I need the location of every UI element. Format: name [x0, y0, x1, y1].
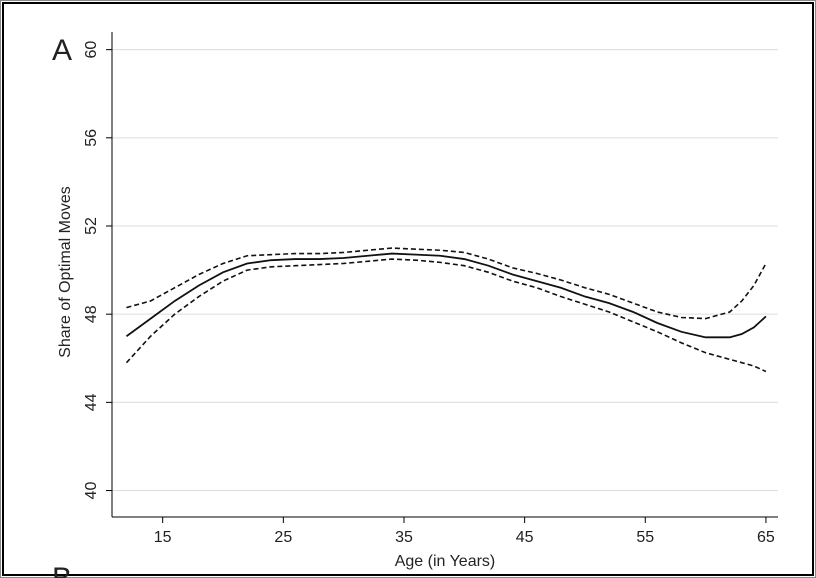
next-panel-label: B	[52, 562, 72, 578]
y-tick-label: 40	[83, 482, 100, 500]
y-tick-label: 48	[83, 305, 100, 323]
panel-label: A	[52, 34, 72, 67]
x-tick-label: 45	[516, 529, 534, 546]
x-tick-label: 35	[395, 529, 413, 546]
y-axis-label: Share of Optimal Moves	[57, 186, 74, 358]
mean-line	[125, 252, 767, 339]
confidence-line	[126, 247, 767, 320]
y-tick-label: 44	[83, 393, 100, 411]
x-tick-label: 15	[154, 529, 172, 546]
x-axis-label: Age (in Years)	[395, 553, 496, 570]
confidence-line	[125, 258, 767, 373]
y-tick-label: 52	[83, 217, 100, 235]
y-tick-label: 60	[83, 41, 100, 59]
x-tick-label: 25	[274, 529, 292, 546]
y-tick-label: 56	[83, 129, 100, 147]
x-tick-label: 65	[757, 529, 775, 546]
x-tick-label: 55	[636, 529, 654, 546]
